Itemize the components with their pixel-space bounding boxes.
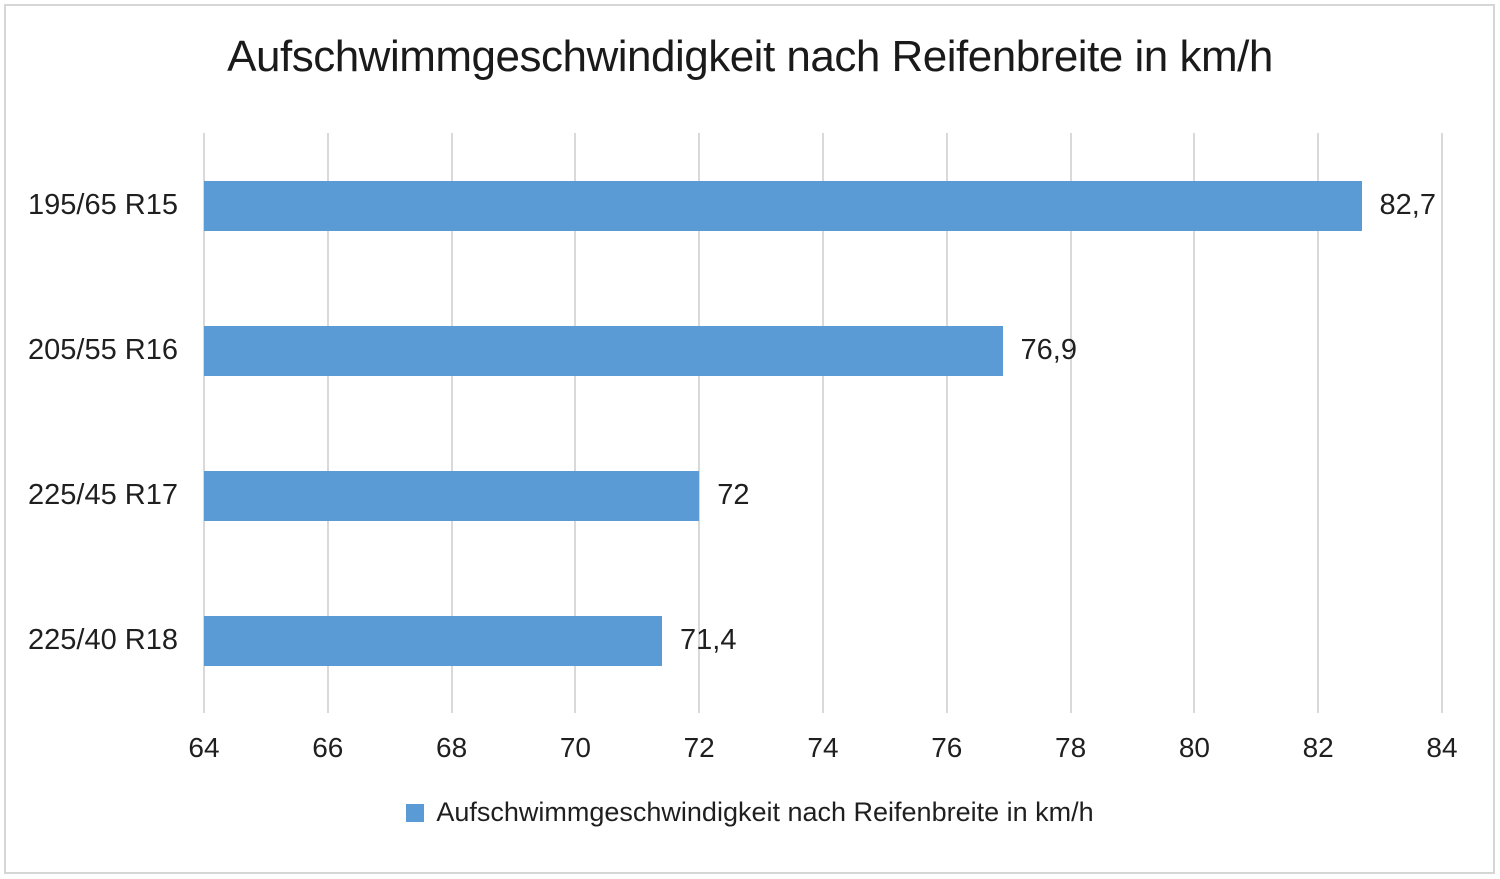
- x-tick-label: 70: [559, 732, 591, 763]
- x-tick-label: 64: [188, 732, 220, 763]
- legend-marker-icon: [406, 803, 425, 822]
- data-label: 76,9: [1020, 334, 1077, 366]
- x-tick-label: 78: [1055, 732, 1087, 763]
- x-tick-label: 66: [312, 732, 344, 763]
- gridline: [822, 133, 824, 713]
- bar-row: 82,7: [204, 133, 1442, 278]
- x-tick-label: 80: [1178, 732, 1210, 763]
- x-tick-label: 82: [1302, 732, 1334, 763]
- gridline: [574, 133, 577, 713]
- bar: [204, 470, 700, 521]
- x-tick-label: 84: [1426, 732, 1458, 763]
- category-axis: 195/65 R15 205/55 R16 225/45 R17 225/40 R18: [0, 133, 178, 713]
- data-label: 72: [717, 479, 750, 511]
- gridline: [698, 133, 701, 713]
- plot-area: 82,7 76,9 72 71,4: [203, 133, 1443, 713]
- bar: [204, 180, 1362, 231]
- category-label: 195/65 R15: [28, 189, 178, 221]
- gridline: [1069, 133, 1072, 713]
- bar-row: 71,4: [204, 568, 1442, 713]
- data-label: 82,7: [1379, 189, 1436, 221]
- gridline: [1193, 133, 1196, 713]
- category-label: 225/40 R18: [28, 624, 178, 656]
- gridline: [1317, 133, 1320, 713]
- category-label: 205/55 R16: [28, 334, 178, 366]
- gridline: [945, 133, 948, 713]
- chart-title: Aufschwimmgeschwindigkeit nach Reifenbre…: [227, 32, 1273, 81]
- category-label: 225/45 R17: [28, 479, 178, 511]
- bar: [204, 325, 1003, 376]
- gridline: [326, 133, 329, 713]
- bar-row: 72: [204, 423, 1442, 568]
- legend-label: Aufschwimmgeschwindigkeit nach Reifenbre…: [436, 797, 1094, 827]
- gridline: [1441, 133, 1443, 713]
- x-tick-label: 74: [807, 732, 839, 763]
- data-label: 71,4: [680, 624, 737, 656]
- x-axis: 64 66 68 70 72 74 76 78 80 82 84: [188, 713, 1457, 775]
- legend: Aufschwimmgeschwindigkeit nach Reifenbre…: [0, 797, 1500, 828]
- gridline: [203, 133, 205, 713]
- bar: [204, 615, 663, 666]
- x-tick-label: 68: [436, 732, 468, 763]
- gridline: [450, 133, 453, 713]
- x-tick-label: 72: [683, 732, 715, 763]
- bar-row: 76,9: [204, 278, 1442, 423]
- x-tick-label: 76: [931, 732, 963, 763]
